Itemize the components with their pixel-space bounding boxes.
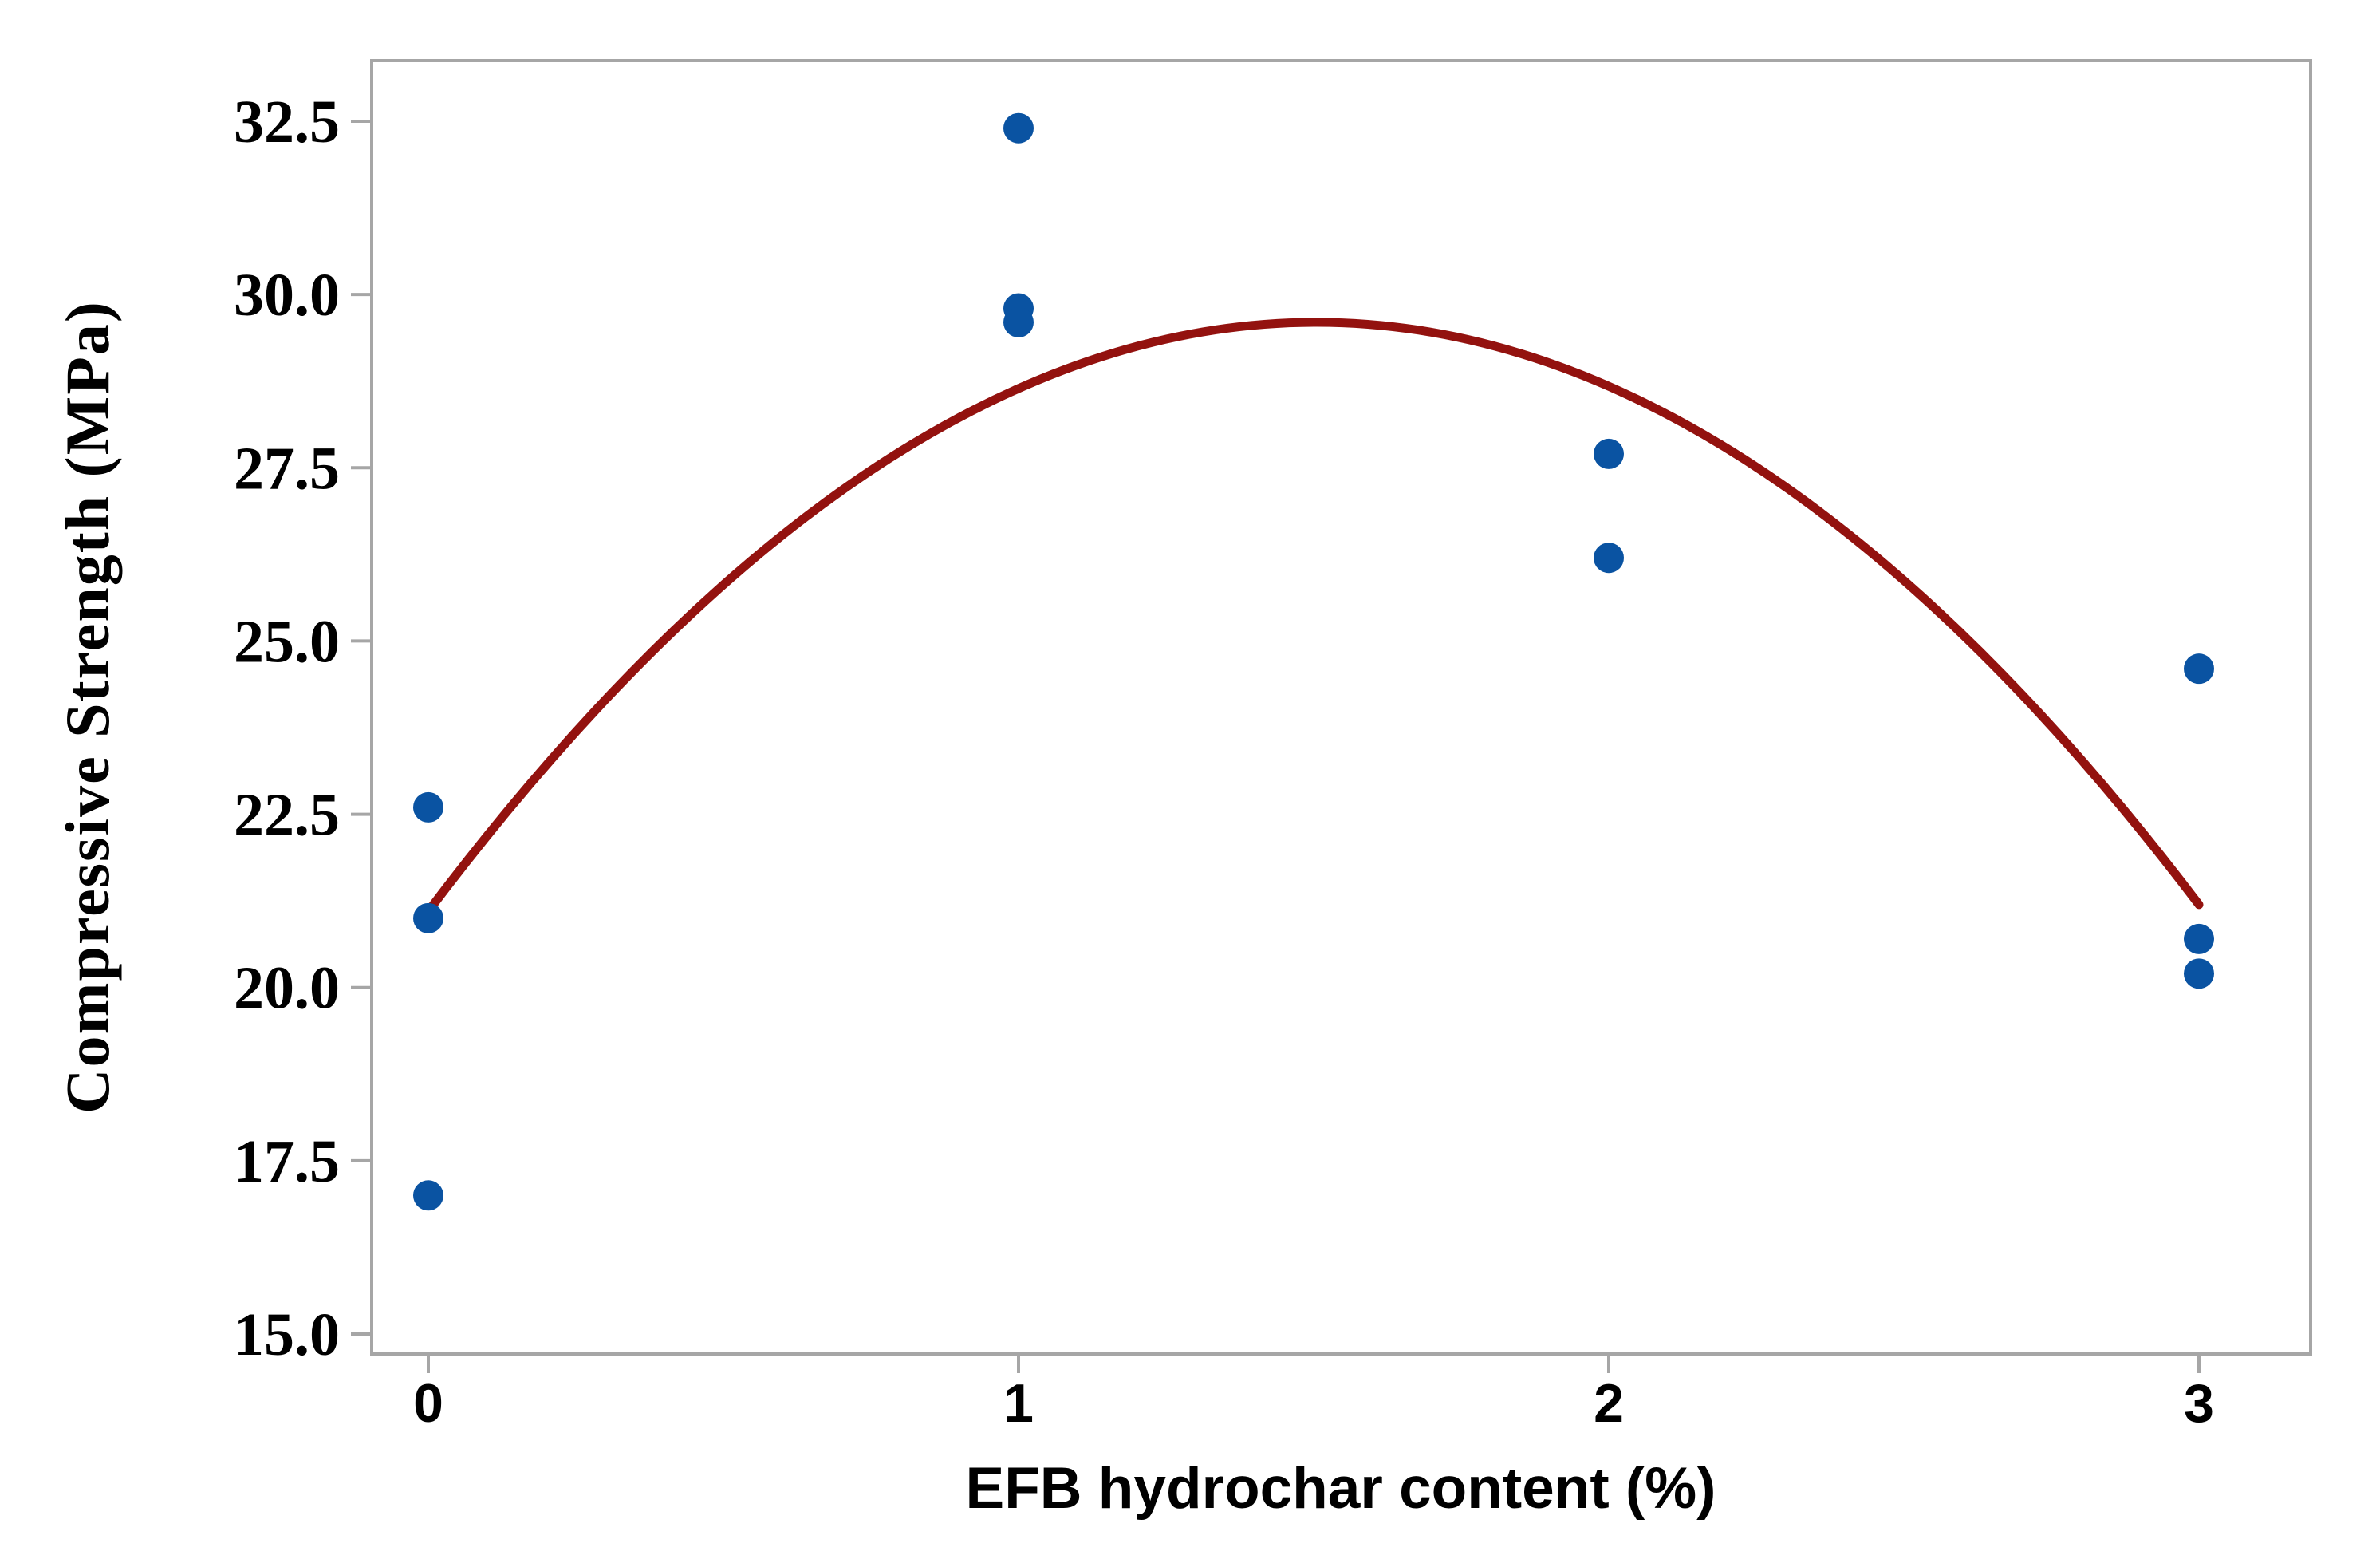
y-tick-label: 22.5 [234, 782, 340, 849]
data-point [2184, 958, 2214, 989]
data-point [413, 902, 443, 933]
x-tick-label: 0 [413, 1373, 443, 1434]
x-tick-label: 1 [1003, 1373, 1034, 1434]
data-point [413, 791, 443, 823]
x-axis-title: EFB hydrochar content (%) [965, 1456, 1716, 1521]
x-tick-label: 2 [1594, 1373, 1624, 1434]
y-tick-label: 20.0 [234, 955, 340, 1022]
y-tick-label: 25.0 [234, 608, 340, 675]
fitted-line [424, 318, 2204, 916]
y-tick-label: 27.5 [234, 435, 340, 502]
data-point [2184, 923, 2214, 954]
data-point [413, 1180, 443, 1211]
plot-frame [370, 59, 2312, 1356]
y-tick-label: 32.5 [234, 89, 340, 156]
data-point [1594, 543, 1624, 574]
y-tick-label: 15.0 [234, 1301, 340, 1368]
x-tick-label: 3 [2184, 1373, 2214, 1434]
data-point [2184, 653, 2214, 685]
data-point [1003, 112, 1034, 144]
data-point [1594, 438, 1624, 469]
y-tick-label: 30.0 [234, 262, 340, 329]
y-axis-title: Compressive Strength (MPa) [53, 300, 122, 1114]
data-point [1003, 306, 1034, 337]
y-tick-label: 17.5 [234, 1128, 340, 1195]
